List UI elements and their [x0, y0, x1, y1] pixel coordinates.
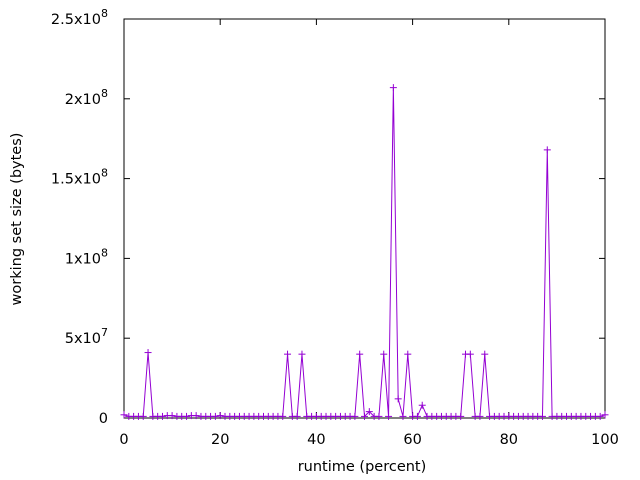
data-point-marker — [375, 412, 383, 420]
series-line — [123, 87, 606, 418]
y-tick-label: 2x108 — [65, 87, 108, 108]
x-tick-label: 0 — [119, 432, 128, 448]
data-point-marker — [211, 412, 219, 420]
data-point-marker — [351, 412, 359, 420]
data-point-marker — [365, 408, 373, 416]
data-point-marker — [457, 412, 465, 420]
data-point-marker — [361, 412, 368, 420]
y-tick-label: 0 — [99, 411, 108, 427]
x-tick-label: 20 — [211, 432, 229, 448]
data-point-marker — [418, 401, 426, 409]
y-tick-label: 1.5x108 — [51, 167, 108, 188]
y-axis-label: working set size (bytes) — [9, 133, 25, 306]
data-point-marker — [356, 350, 364, 358]
x-tick-label: 100 — [591, 432, 619, 448]
data-point-marker — [120, 411, 128, 419]
data-point-marker — [399, 412, 407, 420]
data-point-marker — [216, 412, 224, 420]
y-tick-label: 2.5x108 — [51, 7, 108, 28]
data-point-marker — [158, 412, 166, 420]
data-point-marker — [284, 350, 292, 358]
data-point-marker — [293, 412, 301, 420]
data-point-marker — [413, 412, 421, 420]
data-point-marker — [404, 350, 412, 358]
series-layer — [120, 84, 609, 420]
data-point-marker — [139, 412, 147, 420]
y-axis-ticks: 0 5x107 1x108 1.5x108 2x108 2.5x108 — [51, 7, 605, 427]
data-point-marker — [596, 412, 604, 420]
data-point-marker — [168, 412, 176, 420]
data-point-marker — [279, 412, 287, 420]
x-tick-label: 60 — [403, 432, 421, 448]
data-point-marker — [192, 412, 200, 420]
x-axis-ticks: 0 20 40 60 80 100 — [119, 19, 619, 448]
data-point-marker — [538, 412, 546, 420]
x-tick-label: 40 — [307, 432, 325, 448]
data-point-marker — [476, 412, 484, 420]
x-axis-label: runtime (percent) — [298, 459, 427, 475]
x-tick-label: 80 — [500, 432, 518, 448]
plot-frame — [123, 18, 606, 419]
data-point-marker — [389, 84, 397, 92]
data-point-marker — [466, 350, 474, 358]
data-point-marker — [385, 412, 393, 420]
data-point-marker — [394, 395, 402, 403]
data-point-marker — [183, 412, 191, 420]
y-tick-label: 1x108 — [65, 246, 108, 267]
data-point-marker — [298, 350, 306, 358]
data-point-marker — [380, 350, 388, 358]
data-point-marker — [144, 349, 152, 357]
data-point-marker — [481, 350, 489, 358]
y-tick-label: 5x107 — [65, 326, 108, 347]
data-point-marker — [543, 146, 551, 154]
data-point-marker — [601, 411, 609, 419]
